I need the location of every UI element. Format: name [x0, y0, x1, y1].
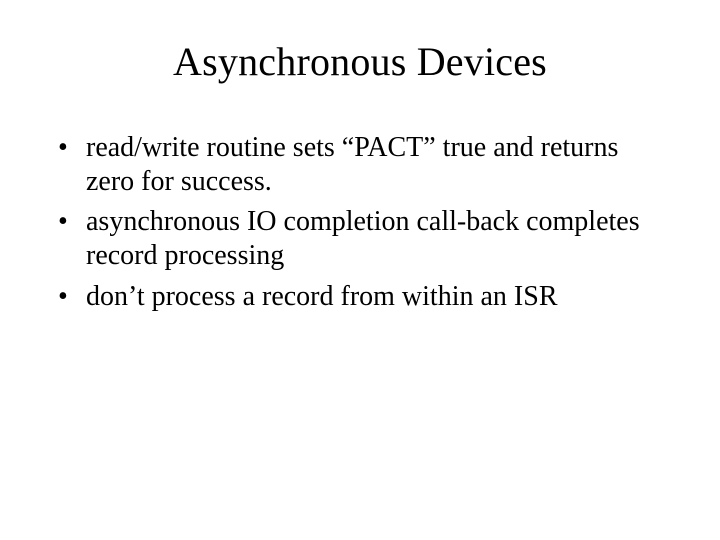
list-item: don’t process a record from within an IS… [56, 280, 672, 314]
slide-title: Asynchronous Devices [0, 0, 720, 91]
slide-body: read/write routine sets “PACT” true and … [0, 91, 720, 314]
list-item: asynchronous IO completion call-back com… [56, 205, 672, 273]
slide: Asynchronous Devices read/write routine … [0, 0, 720, 540]
bullet-list: read/write routine sets “PACT” true and … [56, 131, 672, 314]
list-item: read/write routine sets “PACT” true and … [56, 131, 672, 199]
